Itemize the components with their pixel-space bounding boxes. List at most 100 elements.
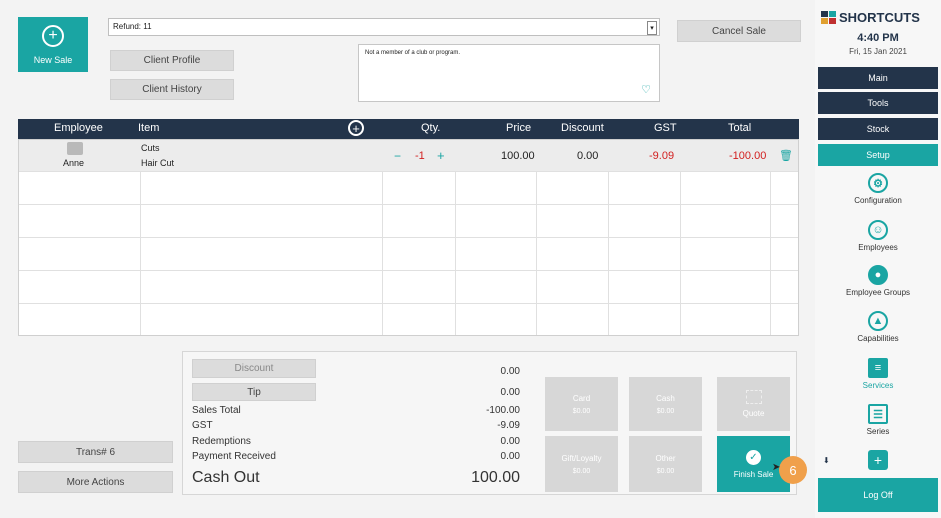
sales-total-label: Sales Total xyxy=(192,405,241,416)
row-qty: -1 xyxy=(415,150,425,162)
discount-button-label: Discount xyxy=(234,363,274,374)
sidebar-item-series[interactable]: ☰ Series xyxy=(818,404,938,436)
sale-items-header: Employee Item + Qty. Price Discount GST … xyxy=(18,119,799,139)
trash-icon[interactable]: 🗑 xyxy=(779,150,793,162)
gear-icon: ⚙ xyxy=(868,173,888,193)
gift-loyalty-button[interactable]: Gift/Loyalty $0.00 xyxy=(545,436,618,492)
row-price: 100.00 xyxy=(501,150,535,162)
tip-value: 0.00 xyxy=(500,387,520,398)
check-circle-icon: ✓ xyxy=(746,449,761,465)
row-discount: 0.00 xyxy=(577,150,599,162)
row-gst: -9.09 xyxy=(649,150,675,162)
client-note-box[interactable]: Not a member of a club or program. ♡ xyxy=(358,44,660,102)
client-profile-button[interactable]: Client Profile xyxy=(110,50,234,71)
heart-add-icon[interactable]: ♡ xyxy=(641,84,651,96)
col-employee: Employee xyxy=(54,122,103,134)
sale-items-grid: Anne Cuts Hair Cut − -1 + 100.00 0.00 -9… xyxy=(18,139,799,336)
brand-logo: SHORTCUTS xyxy=(821,10,920,25)
nav-stock[interactable]: Stock xyxy=(818,118,938,140)
sidebar-item-employee-groups[interactable]: ● Employee Groups xyxy=(818,265,938,297)
sidebar-item-employees[interactable]: ☺ Employees xyxy=(818,220,938,252)
card-payment-button[interactable]: Card $0.00 xyxy=(545,377,618,431)
add-item-icon[interactable]: + xyxy=(348,120,364,136)
finish-sale-button[interactable]: ✓ Finish Sale xyxy=(717,436,790,492)
sidebar-item-label: Employee Groups xyxy=(845,288,911,297)
finish-sale-label: Finish Sale xyxy=(733,469,774,479)
add-box-icon[interactable]: + xyxy=(868,450,888,470)
client-note-text: Not a member of a club or program. xyxy=(365,50,461,56)
cash-label: Cash xyxy=(656,393,675,403)
quote-label: Quote xyxy=(742,409,765,418)
new-sale-button[interactable]: + New Sale xyxy=(18,17,88,72)
sidebar-item-label: Series xyxy=(866,427,890,436)
gst-value: -9.09 xyxy=(497,420,520,431)
sidebar-item-label: Capabilities xyxy=(857,334,899,343)
cash-payment-button[interactable]: Cash $0.00 xyxy=(629,377,702,431)
discount-button[interactable]: Discount xyxy=(192,359,316,378)
scroll-down-icon[interactable]: ⬇ xyxy=(823,456,830,465)
row-item-name: Hair Cut xyxy=(141,158,175,168)
other-label: Other xyxy=(655,453,676,463)
col-total: Total xyxy=(728,122,752,134)
clock-time: 4:40 PM xyxy=(857,32,899,44)
cash-amount: $0.00 xyxy=(656,407,675,415)
plus-circle-icon: + xyxy=(42,24,64,47)
more-actions-button[interactable]: More Actions xyxy=(18,471,173,493)
log-off-button[interactable]: Log Off xyxy=(818,478,938,512)
step-badge: 6 xyxy=(779,456,807,484)
group-icon: ● xyxy=(868,265,888,285)
refund-select[interactable]: Refund: 11 ▾ xyxy=(108,18,660,36)
nav-main[interactable]: Main xyxy=(818,67,938,89)
quote-icon xyxy=(745,390,762,404)
sidebar-item-label: Employees xyxy=(858,243,898,252)
sales-total-value: -100.00 xyxy=(486,405,520,416)
row-employee: Anne xyxy=(63,158,85,168)
cash-out-label: Cash Out xyxy=(192,469,260,486)
sidebar-item-configuration[interactable]: ⚙ Configuration xyxy=(818,173,938,205)
user-icon: ☺ xyxy=(868,220,888,240)
col-qty: Qty. xyxy=(421,122,441,134)
row-total: -100.00 xyxy=(729,150,767,162)
book-icon: ≡ xyxy=(868,358,888,378)
nav-setup[interactable]: Setup xyxy=(818,144,938,166)
mouse-cursor-icon: ➤ xyxy=(772,462,781,473)
tip-button-label: Tip xyxy=(247,386,261,398)
dropdown-caret-icon[interactable]: ▾ xyxy=(647,21,657,35)
sidebar-item-services[interactable]: ≡ Services xyxy=(818,358,938,390)
list-icon: ☰ xyxy=(868,404,888,424)
gift-loyalty-amount: $0.00 xyxy=(572,467,591,475)
shortcuts-logo-icon xyxy=(821,11,836,24)
more-actions-label: More Actions xyxy=(66,476,125,488)
col-discount: Discount xyxy=(561,122,604,134)
client-history-button[interactable]: Client History xyxy=(110,79,234,100)
other-payment-button[interactable]: Other $0.00 xyxy=(629,436,702,492)
nav-tools[interactable]: Tools xyxy=(818,92,938,114)
transaction-label: Trans# 6 xyxy=(75,446,116,458)
brand-name: SHORTCUTS xyxy=(839,10,920,25)
row-item-category: Cuts xyxy=(141,143,160,153)
cancel-sale-label: Cancel Sale xyxy=(712,25,766,37)
refund-value: Refund: 11 xyxy=(113,22,152,31)
client-profile-label: Client Profile xyxy=(143,55,201,66)
cash-out-value: 100.00 xyxy=(471,469,520,486)
qty-plus-button[interactable]: + xyxy=(437,148,445,163)
avatar xyxy=(67,142,83,155)
new-sale-label: New Sale xyxy=(33,54,73,65)
cancel-sale-button[interactable]: Cancel Sale xyxy=(677,20,801,42)
qty-minus-button[interactable]: − xyxy=(394,149,402,163)
col-gst: GST xyxy=(654,122,677,134)
clock-date: Fri, 15 Jan 2021 xyxy=(849,47,907,56)
col-price: Price xyxy=(506,122,532,134)
sidebar-item-capabilities[interactable]: ▲ Capabilities xyxy=(818,311,938,343)
payment-received-label: Payment Received xyxy=(192,451,276,462)
transaction-button[interactable]: Trans# 6 xyxy=(18,441,173,463)
card-label: Card xyxy=(572,393,591,403)
card-amount: $0.00 xyxy=(572,407,591,415)
table-row[interactable]: Anne Cuts Hair Cut − -1 + 100.00 0.00 -9… xyxy=(19,140,798,171)
redemptions-label: Redemptions xyxy=(192,436,251,447)
payment-received-value: 0.00 xyxy=(500,451,520,462)
tip-button[interactable]: Tip xyxy=(192,383,316,401)
sale-summary-panel: Discount Tip 0.00 0.00 Sales Total -100.… xyxy=(182,351,797,495)
quote-button[interactable]: Quote xyxy=(717,377,790,431)
sidebar-item-label: Configuration xyxy=(854,196,902,205)
